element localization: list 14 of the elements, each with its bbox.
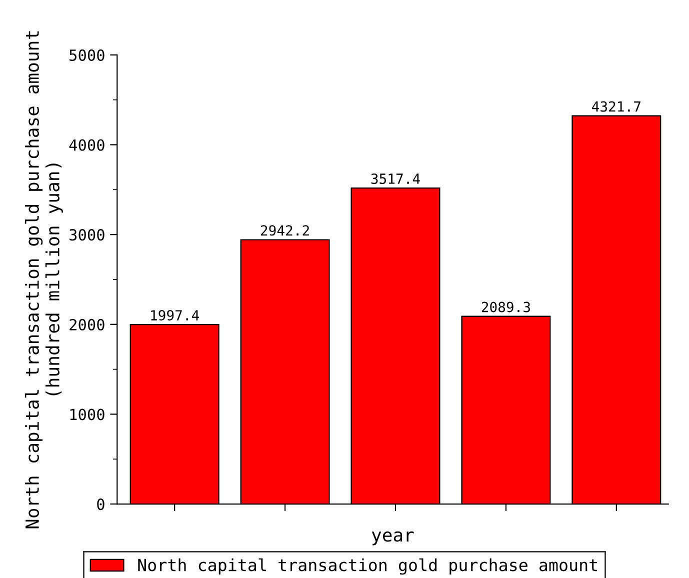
y-tick-label: 5000 xyxy=(70,49,104,61)
data-label: 2089.3 xyxy=(482,302,530,312)
x-axis-title: year xyxy=(372,531,414,546)
data-label: 4321.7 xyxy=(592,101,640,112)
y-axis-title: North capital transaction gold purchase amount (hundred million yuan) xyxy=(24,31,63,528)
y-tick-label: 1000 xyxy=(70,408,104,420)
data-label: 1997.4 xyxy=(151,310,199,321)
y-tick-label: 0 xyxy=(97,498,104,510)
data-label: 2942.2 xyxy=(260,225,309,236)
y-tick-label: 3000 xyxy=(70,229,104,241)
y-tick-label: 2000 xyxy=(70,318,104,330)
legend-label: North capital transaction gold purchase amount xyxy=(138,558,597,575)
y-tick-label: 4000 xyxy=(69,139,104,151)
data-label: 3517.4 xyxy=(371,173,420,184)
